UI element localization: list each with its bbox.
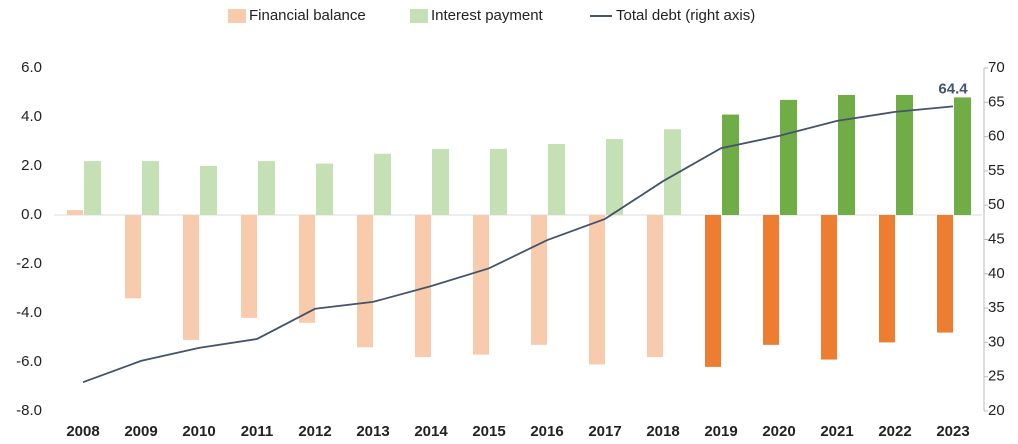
x-tick-label: 2014 (414, 423, 448, 440)
bar (490, 148, 507, 215)
y-tick-label: 6.0 (21, 59, 42, 76)
y2-tick-label: 35 (988, 299, 1005, 316)
x-tick-label: 2009 (124, 423, 157, 440)
bar (722, 114, 739, 215)
y-tick-label: -2.0 (16, 255, 42, 272)
bar (763, 215, 779, 345)
bar (896, 94, 913, 215)
bar (432, 148, 449, 215)
y2-tick-label: 25 (988, 368, 1005, 385)
bar (67, 210, 83, 215)
bar (125, 215, 141, 299)
bar (142, 161, 159, 215)
y2-tick-label: 55 (988, 162, 1005, 179)
bar (374, 153, 391, 215)
legend-swatch (410, 9, 428, 23)
bar (473, 215, 489, 355)
bar (780, 99, 797, 215)
x-tick-label: 2012 (298, 423, 331, 440)
bar (838, 94, 855, 215)
bar (705, 215, 721, 367)
line (82, 105, 954, 384)
y-tick-label: 0.0 (21, 206, 42, 223)
y2-tick-label: 45 (988, 230, 1005, 247)
x-tick-label: 2021 (820, 423, 853, 440)
bar (415, 215, 431, 358)
bar (183, 215, 199, 340)
x-tick-label: 2022 (878, 423, 911, 440)
x-tick-label: 2015 (472, 423, 505, 440)
bar (879, 215, 895, 343)
bar (241, 215, 257, 318)
bar (821, 215, 837, 360)
y2-tick-label: 70 (988, 59, 1005, 76)
bar (937, 215, 953, 333)
x-tick-label: 2008 (66, 423, 99, 440)
y2-tick-label: 30 (988, 333, 1005, 350)
y2-tick-label: 65 (988, 93, 1005, 110)
bar (316, 163, 333, 215)
bar (531, 215, 547, 345)
x-tick-label: 2018 (646, 423, 679, 440)
x-tick-label: 2017 (588, 423, 621, 440)
y-tick-label: 4.0 (21, 108, 42, 125)
bar (548, 143, 565, 215)
x-tick-label: 2011 (241, 423, 274, 440)
bar (954, 97, 971, 215)
bar (589, 215, 605, 365)
legend-label: Interest payment (431, 7, 544, 24)
bar (258, 161, 275, 215)
y2-tick-label: 60 (988, 128, 1005, 145)
bar (664, 129, 681, 215)
y-tick-label: -8.0 (16, 402, 42, 419)
bar (357, 215, 373, 348)
y-tick-label: 2.0 (21, 157, 42, 174)
x-tick-label: 2019 (704, 423, 737, 440)
x-tick-label: 2010 (182, 423, 215, 440)
bar (299, 215, 315, 323)
y-tick-label: -6.0 (16, 353, 42, 370)
x-tick-label: 2020 (762, 423, 795, 440)
legend-swatch (228, 9, 246, 23)
y2-tick-label: 20 (988, 402, 1005, 419)
bar (200, 166, 217, 215)
bar (84, 161, 101, 215)
bar (606, 139, 623, 215)
bar (647, 215, 663, 358)
x-tick-label: 2013 (356, 423, 389, 440)
y-tick-label: -4.0 (16, 304, 42, 321)
y2-tick-label: 50 (988, 196, 1005, 213)
legend-label: Total debt (right axis) (616, 7, 755, 24)
x-tick-label: 2016 (530, 423, 563, 440)
x-tick-label: 2023 (936, 423, 969, 440)
legend-label: Financial balance (249, 7, 366, 24)
y2-tick-label: 40 (988, 265, 1005, 282)
data-label: 64.4 (938, 80, 968, 97)
